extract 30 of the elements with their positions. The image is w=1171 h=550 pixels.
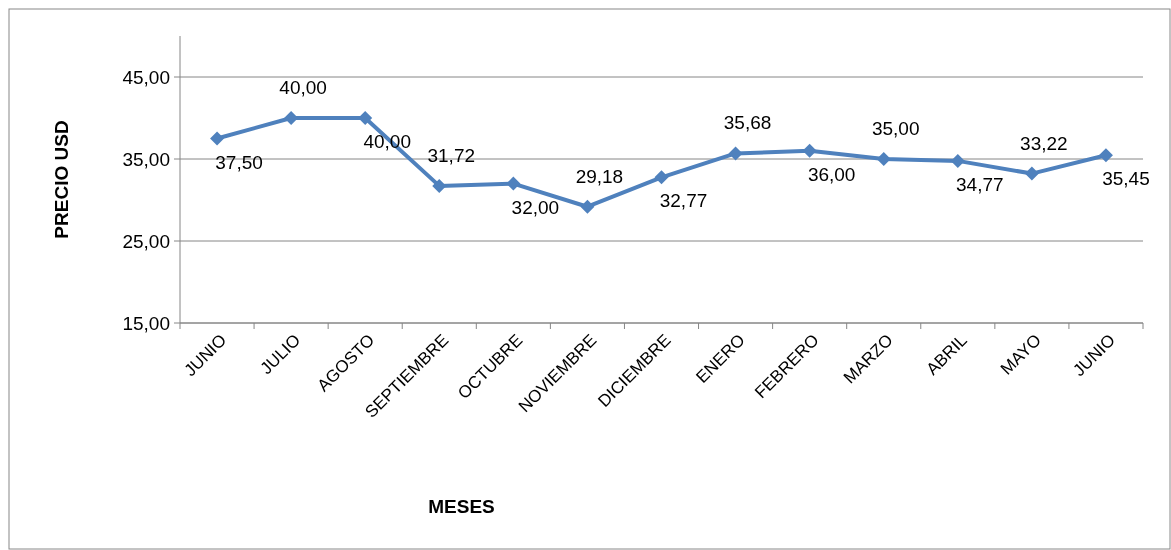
point: [1098, 148, 1113, 163]
point: [728, 146, 743, 161]
point: [654, 170, 669, 185]
data-label: 33,22: [1020, 132, 1068, 154]
data-label: 29,18: [575, 165, 624, 187]
point: [432, 178, 447, 193]
point: [802, 143, 817, 158]
data-label: 40,00: [279, 77, 327, 98]
data-label: 35,68: [723, 112, 772, 134]
y-tick-label: 45,00: [122, 66, 170, 88]
point: [358, 111, 373, 125]
data-label: 32,77: [659, 190, 708, 212]
point: [580, 199, 595, 214]
data-label: 35,45: [1102, 168, 1150, 190]
data-label: 34,77: [956, 173, 1004, 195]
y-tick-label: 15,00: [122, 312, 170, 334]
point: [950, 153, 965, 168]
y-tick-label: 25,00: [122, 230, 170, 252]
y-axis-title: PRECIO USD: [51, 120, 72, 239]
data-label: 37,50: [215, 151, 263, 173]
data-label: 32,00: [511, 196, 560, 218]
point: [1024, 166, 1039, 181]
data-label: 35,00: [871, 118, 920, 139]
data-label: 36,00: [807, 163, 856, 185]
point: [210, 131, 225, 146]
point: [506, 176, 521, 191]
point: [876, 152, 891, 166]
y-tick-label: 35,00: [122, 148, 170, 170]
x-axis-title: MESES: [428, 496, 495, 517]
data-label: 31,72: [427, 144, 476, 166]
